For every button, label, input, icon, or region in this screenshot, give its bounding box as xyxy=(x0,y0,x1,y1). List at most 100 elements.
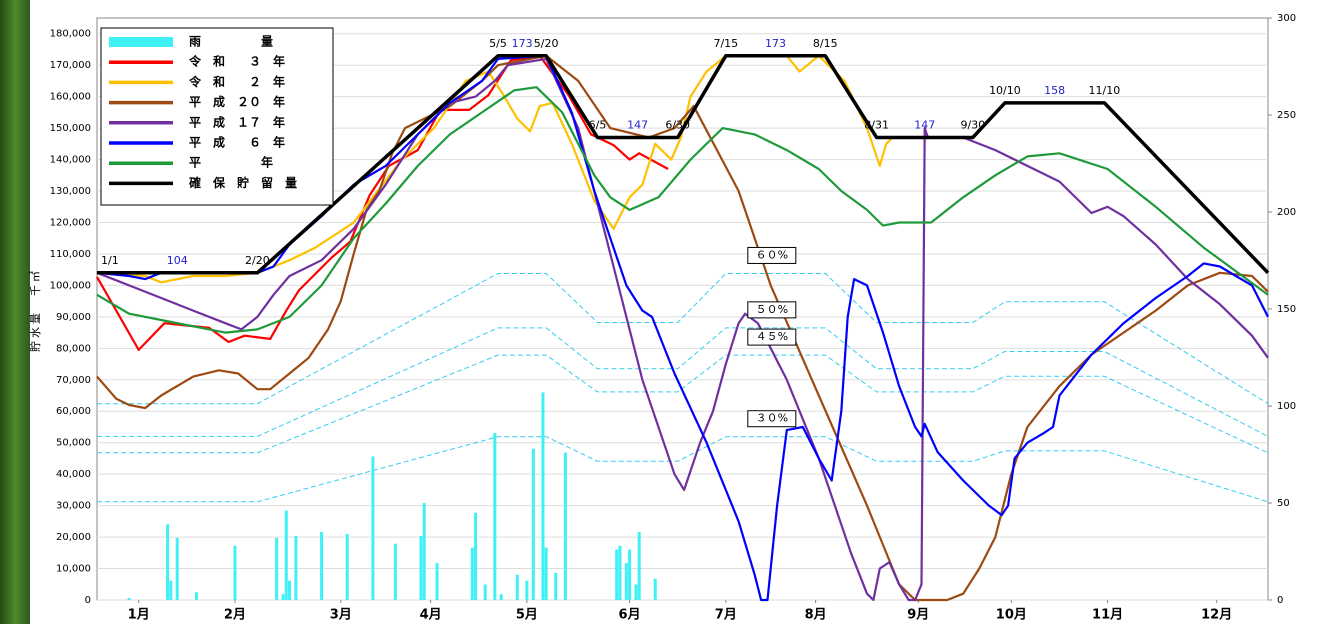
rain-bar xyxy=(615,550,618,600)
rain-bar xyxy=(176,538,179,600)
date-label: 2/20 xyxy=(245,254,270,267)
rain-bar xyxy=(288,581,291,600)
rain-bar xyxy=(166,524,169,600)
legend-label: 平 成 １７ 年 xyxy=(189,114,285,129)
rain-bar xyxy=(618,546,621,600)
rain-bar xyxy=(532,449,535,600)
date-label: 5/20 xyxy=(534,37,559,50)
x-tick-label: 6月 xyxy=(619,608,641,623)
x-tick-label: 7月 xyxy=(715,608,737,623)
rain-bar xyxy=(474,513,477,600)
rain-bar xyxy=(233,546,236,600)
y-tick-label: 0 xyxy=(85,595,91,606)
legend-label: 確 保 貯 留 量 xyxy=(189,175,297,190)
y2-tick-label: 100 xyxy=(1277,401,1296,412)
y2-tick-label: 0 xyxy=(1277,595,1283,606)
rain-bar xyxy=(541,392,544,600)
rain-bar xyxy=(275,538,278,600)
background-strip xyxy=(0,0,30,624)
rain-bar xyxy=(169,581,172,600)
date-label: 10/10 xyxy=(989,84,1021,97)
plateau-label: 147 xyxy=(914,119,935,132)
rain-bar xyxy=(128,598,131,600)
rain-bar xyxy=(625,563,628,600)
rain-bar xyxy=(545,548,548,600)
plateau-label: 173 xyxy=(765,37,786,50)
date-label: 1/1 xyxy=(101,254,119,267)
date-label: 6/30 xyxy=(665,119,690,132)
chart: 貯水量 千㎥ 010,00020,00030,00040,00050,00060… xyxy=(0,0,1322,624)
rain-bar xyxy=(346,534,349,600)
y-tick-label: 60,000 xyxy=(56,406,91,417)
x-tick-label: 3月 xyxy=(330,608,352,623)
y-tick-label: 130,000 xyxy=(50,186,91,197)
legend-swatch xyxy=(109,37,173,47)
rain-bar xyxy=(195,592,198,600)
ratio-label: ３０% xyxy=(756,412,788,425)
plateau-label: 158 xyxy=(1044,84,1065,97)
rain-bar xyxy=(282,594,285,600)
rain-bar xyxy=(420,536,423,600)
y2-tick-label: 250 xyxy=(1277,110,1296,121)
y2-tick-label: 150 xyxy=(1277,304,1296,315)
x-tick-label: 5月 xyxy=(516,608,538,623)
ratio-label: ５０% xyxy=(756,303,788,316)
ratio-label: ６０% xyxy=(756,248,788,261)
plateau-label: 104 xyxy=(167,254,188,267)
y-tick-label: 80,000 xyxy=(56,343,91,354)
x-tick-label: 8月 xyxy=(805,608,827,623)
rain-bar xyxy=(554,573,557,600)
legend-label: 令 和 ３ 年 xyxy=(188,54,285,69)
y-tick-label: 160,000 xyxy=(50,92,91,103)
date-label: 9/30 xyxy=(960,119,985,132)
date-label: 8/15 xyxy=(813,37,838,50)
rain-bar xyxy=(436,563,439,600)
y-tick-label: 70,000 xyxy=(56,375,91,386)
date-label: 5/5 xyxy=(489,37,507,50)
x-tick-label: 12月 xyxy=(1201,608,1232,623)
y-tick-label: 40,000 xyxy=(56,469,91,480)
rain-bar xyxy=(484,584,487,600)
y-tick-label: 140,000 xyxy=(50,155,91,166)
x-tick-label: 2月 xyxy=(224,608,246,623)
rain-bar xyxy=(320,532,323,600)
ratio-label: ４５% xyxy=(756,330,788,343)
rain-bar xyxy=(525,581,528,600)
y2-tick-label: 50 xyxy=(1277,498,1290,509)
date-label: 6/5 xyxy=(589,119,607,132)
y2-tick-label: 200 xyxy=(1277,207,1296,218)
y-tick-label: 50,000 xyxy=(56,438,91,449)
legend-label: 雨 量 xyxy=(189,35,273,49)
rain-bar xyxy=(638,532,641,600)
y-tick-label: 110,000 xyxy=(50,249,91,260)
rain-bar xyxy=(628,550,631,600)
rain-bar xyxy=(564,453,567,600)
legend-label: 平 年 xyxy=(189,155,273,170)
date-label: 8/31 xyxy=(864,119,889,132)
rain-bar xyxy=(493,433,496,600)
rain-bar xyxy=(394,544,397,600)
y-tick-label: 30,000 xyxy=(56,501,91,512)
y2-tick-label: 300 xyxy=(1277,13,1296,24)
rain-bar xyxy=(654,579,657,600)
plateau-label: 173 xyxy=(512,37,533,50)
y-tick-label: 20,000 xyxy=(56,532,91,543)
x-tick-label: 11月 xyxy=(1092,608,1123,623)
x-tick-label: 4月 xyxy=(420,608,442,623)
x-tick-label: 9月 xyxy=(907,608,929,623)
y-tick-label: 10,000 xyxy=(56,564,91,575)
date-label: 7/15 xyxy=(713,37,738,50)
y-tick-label: 150,000 xyxy=(50,123,91,134)
rain-bar xyxy=(471,548,474,600)
legend-label: 平 成 ６ 年 xyxy=(189,135,285,150)
legend-label: 令 和 ２ 年 xyxy=(188,74,285,89)
y-tick-label: 170,000 xyxy=(50,60,91,71)
rain-bar xyxy=(500,594,503,600)
x-tick-label: 10月 xyxy=(996,608,1027,623)
x-tick-label: 1月 xyxy=(128,608,150,623)
y-tick-label: 120,000 xyxy=(50,217,91,228)
y-tick-label: 90,000 xyxy=(56,312,91,323)
rain-bar xyxy=(423,503,426,600)
plateau-label: 147 xyxy=(627,119,648,132)
legend-label: 平 成 ２０ 年 xyxy=(189,94,285,109)
